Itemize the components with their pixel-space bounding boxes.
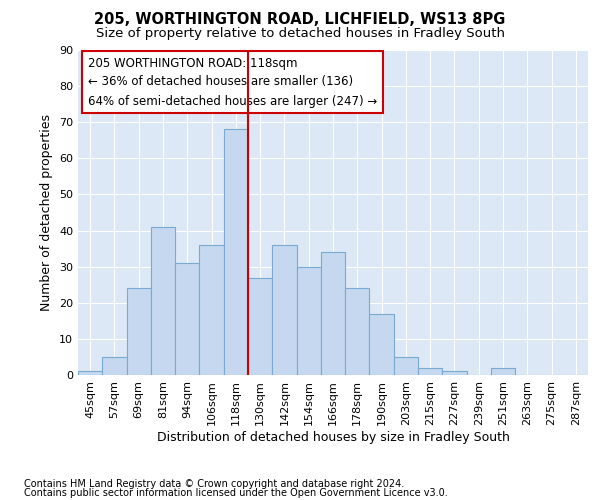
Bar (102, 357, 127, 375)
Bar (370, 314, 394, 375)
Bar (345, 288, 370, 375)
Text: 205 WORTHINGTON ROAD: 118sqm
← 36% of detached houses are smaller (136)
64% of s: 205 WORTHINGTON ROAD: 118sqm ← 36% of de… (88, 56, 377, 108)
Bar (151, 227, 175, 375)
Bar (78, 372, 102, 375)
Bar (272, 245, 296, 375)
Bar (175, 263, 199, 375)
Text: 205, WORTHINGTON ROAD, LICHFIELD, WS13 8PG: 205, WORTHINGTON ROAD, LICHFIELD, WS13 8… (94, 12, 506, 28)
Bar (296, 266, 321, 375)
Bar (418, 368, 442, 375)
Text: Size of property relative to detached houses in Fradley South: Size of property relative to detached ho… (95, 28, 505, 40)
Bar (127, 288, 151, 375)
Bar (224, 130, 248, 375)
Bar (321, 252, 345, 375)
Text: Contains HM Land Registry data © Crown copyright and database right 2024.: Contains HM Land Registry data © Crown c… (24, 479, 404, 489)
Text: Contains public sector information licensed under the Open Government Licence v3: Contains public sector information licen… (24, 488, 448, 498)
Bar (442, 372, 467, 375)
Bar (394, 357, 418, 375)
Bar (199, 245, 224, 375)
X-axis label: Distribution of detached houses by size in Fradley South: Distribution of detached houses by size … (157, 430, 509, 444)
Bar (248, 278, 272, 375)
Bar (491, 368, 515, 375)
Y-axis label: Number of detached properties: Number of detached properties (40, 114, 53, 311)
